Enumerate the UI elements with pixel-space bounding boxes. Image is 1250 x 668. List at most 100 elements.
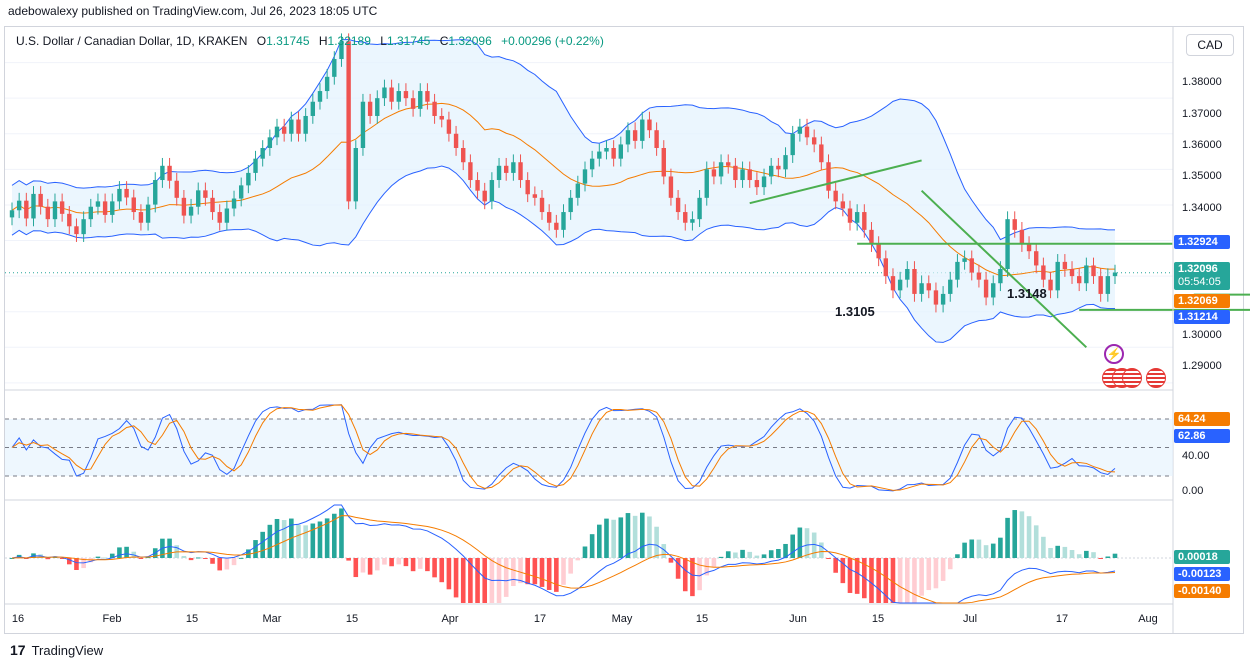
footer-brand[interactable]: 17 TradingView [10, 642, 103, 658]
candle-body [597, 151, 602, 159]
candle-body [339, 41, 344, 60]
candle-body [919, 283, 924, 294]
macd-hist-bar [66, 558, 72, 565]
low-value: 1.31745 [386, 34, 431, 48]
stoch-k-label: 64.24 [1174, 412, 1230, 426]
macd-hist-bar [990, 543, 996, 558]
macd-hist-bar [955, 554, 960, 558]
macd-hist-bar [1105, 556, 1111, 558]
candle-body [375, 98, 380, 116]
lightning-icon[interactable]: ⚡ [1104, 344, 1124, 364]
candle-body [811, 137, 817, 145]
candle-body [1026, 244, 1032, 252]
us-flag-icon[interactable] [1146, 368, 1166, 388]
candle-body [654, 130, 659, 148]
macd-hist-bar [554, 558, 559, 592]
macd-hist-bar [396, 558, 402, 565]
macd-line-label: -0.00123 [1174, 567, 1230, 581]
macd-hist-bar [783, 543, 788, 558]
candle-body [74, 226, 79, 235]
candle-body [532, 194, 538, 198]
candle-body [360, 101, 366, 148]
high-value: 1.32189 [327, 34, 371, 48]
macd-hist-bar [203, 558, 208, 559]
candle-body [403, 91, 409, 99]
flag-icons[interactable] [1102, 368, 1166, 388]
candle-body [110, 201, 115, 215]
macd-hist-bar [740, 549, 745, 558]
macd-hist-bar [117, 547, 122, 558]
change-value: +0.00296 (+0.22%) [501, 34, 604, 48]
candle-body [346, 41, 351, 202]
macd-hist-bar [45, 558, 51, 560]
candle-body [955, 261, 960, 280]
macd-hist-bar [1062, 546, 1068, 558]
candle-body [410, 98, 416, 109]
candle-body [482, 190, 487, 202]
price-tick: 1.34000 [1182, 202, 1222, 214]
candle-body [783, 155, 788, 170]
chart-frame [4, 26, 1244, 634]
stoch-k-line [11, 404, 1116, 492]
close-label: C [439, 34, 449, 48]
currency-button[interactable]: CAD [1186, 34, 1234, 56]
macd-hist-bar [360, 558, 366, 573]
candle-body [16, 200, 22, 211]
candle-body [9, 210, 15, 218]
macd-hist-bar [267, 524, 273, 558]
bb-upper-label: 1.32924 [1174, 235, 1230, 249]
x-tick: 15 [345, 613, 359, 625]
macd-hist-bar [303, 525, 308, 558]
open-value: 1.31745 [266, 34, 310, 48]
candle-body [1105, 276, 1111, 294]
candle-body [153, 180, 158, 205]
macd-hist-bar [525, 558, 530, 585]
macd-hist-bar [417, 558, 423, 569]
candle-body [238, 185, 244, 199]
price-tick: 1.37000 [1182, 108, 1222, 120]
macd-hist-bar [1098, 558, 1103, 559]
macd-hist-bar [138, 558, 144, 559]
candle-body [726, 162, 731, 166]
x-tick: Jul [962, 613, 978, 625]
candle-body [174, 180, 179, 198]
candle-body [81, 219, 86, 235]
price-tick: 1.36000 [1182, 139, 1222, 151]
macd-hist-bar [403, 558, 409, 567]
candle-body [819, 144, 824, 163]
price-tick: 1.30000 [1182, 329, 1222, 341]
candle-body [847, 208, 853, 223]
bb-lower-label: 1.31214 [1174, 310, 1230, 324]
macd-hist-label: 0.00018 [1174, 550, 1230, 564]
macd-hist-bar [346, 558, 351, 561]
candle-body [869, 229, 874, 245]
x-tick: May [611, 613, 633, 625]
candle-body [432, 101, 437, 116]
macd-hist-bar [926, 558, 932, 591]
macd-hist-bar [682, 558, 688, 592]
macd-hist-bar [604, 518, 609, 558]
candle-body [67, 213, 72, 227]
open-label: O [256, 34, 267, 48]
macd-hist-bar [761, 554, 767, 558]
macd-hist-bar [9, 558, 15, 559]
candle-body [210, 197, 215, 213]
candle-body [1112, 272, 1118, 277]
candle-body [196, 190, 201, 207]
macd-hist-bar [95, 556, 101, 558]
macd-hist-bar [733, 552, 738, 558]
us-flag-icon[interactable] [1122, 368, 1142, 388]
candle-body [948, 279, 953, 294]
publish-info: adebowalexy published on TradingView.com… [8, 4, 378, 18]
macd-hist-bar [933, 558, 939, 589]
candle-body [833, 190, 838, 202]
candle-body [281, 126, 287, 134]
candle-body [661, 148, 666, 177]
macd-hist-bar [188, 558, 194, 561]
candle-body [876, 244, 881, 259]
macd-hist-bar [711, 558, 717, 568]
macd-hist-bar [668, 558, 674, 563]
candle-body [475, 180, 480, 191]
x-tick: Apr [441, 613, 459, 625]
